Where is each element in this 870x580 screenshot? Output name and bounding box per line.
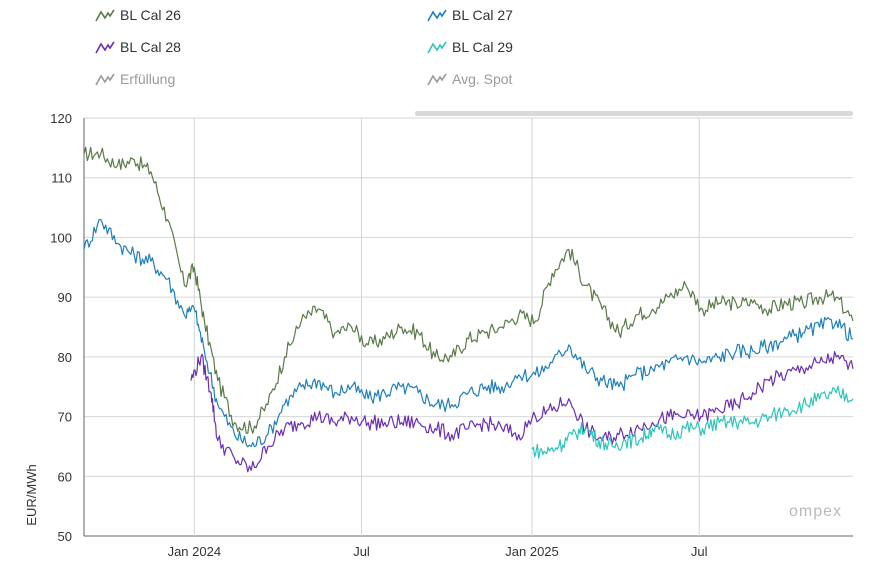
x-tick-label: Jul — [691, 544, 708, 559]
y-tick-label: 90 — [58, 290, 72, 305]
line-chart-icon — [95, 73, 115, 86]
y-tick-label: 70 — [58, 410, 72, 425]
legend-item-bl-cal-27[interactable]: BL Cal 27 — [427, 7, 513, 23]
line-chart-icon — [427, 41, 447, 54]
series-line-bl-cal-26[interactable] — [83, 146, 854, 434]
legend-label: BL Cal 29 — [452, 39, 513, 55]
series-line-bl-cal-28[interactable] — [190, 351, 854, 473]
series-line-bl-cal-29[interactable] — [531, 385, 854, 459]
legend-item-bl-cal-28[interactable]: BL Cal 28 — [95, 39, 181, 55]
legend-scrollbar[interactable] — [415, 111, 853, 116]
x-axis-ticks: Jan 2024 Jul Jan 2025 Jul — [168, 544, 708, 559]
line-chart-icon — [95, 9, 115, 22]
legend-item-bl-cal-29[interactable]: BL Cal 29 — [427, 39, 513, 55]
legend-label: BL Cal 28 — [120, 39, 181, 55]
x-tick-label: Jul — [353, 544, 370, 559]
y-tick-label: 50 — [58, 529, 72, 544]
y-tick-label: 60 — [58, 469, 72, 484]
legend-label: Erfüllung — [120, 71, 176, 87]
legend-label: Avg. Spot — [452, 71, 513, 87]
x-tick-label: Jan 2025 — [505, 544, 559, 559]
legend-item-erf-llung[interactable]: Erfüllung — [95, 71, 175, 87]
y-axis-label: EUR/MWh — [24, 464, 39, 525]
series-line-bl-cal-27[interactable] — [83, 218, 854, 448]
x-tick-label: Jan 2024 — [168, 544, 222, 559]
legend-item-bl-cal-26[interactable]: BL Cal 26 — [95, 7, 181, 23]
legend-item-avg-spot[interactable]: Avg. Spot — [427, 71, 512, 87]
series-lines — [83, 146, 854, 473]
chart-legend: BL Cal 26 BL Cal 27 BL Cal 28 BL Cal 29 Erfü… — [0, 0, 870, 112]
y-axis-ticks: 50 60 70 80 90 100 110 120 — [50, 111, 72, 544]
line-chart-icon — [95, 41, 115, 54]
watermark-logo: ompex — [789, 503, 842, 520]
line-chart-icon — [427, 9, 447, 22]
legend-label: BL Cal 27 — [452, 7, 513, 23]
y-tick-label: 80 — [58, 350, 72, 365]
line-chart-icon — [427, 73, 447, 86]
y-tick-label: 100 — [50, 230, 72, 245]
y-tick-label: 110 — [51, 171, 72, 186]
legend-label: BL Cal 26 — [120, 7, 181, 23]
y-tick-label: 120 — [50, 111, 72, 126]
